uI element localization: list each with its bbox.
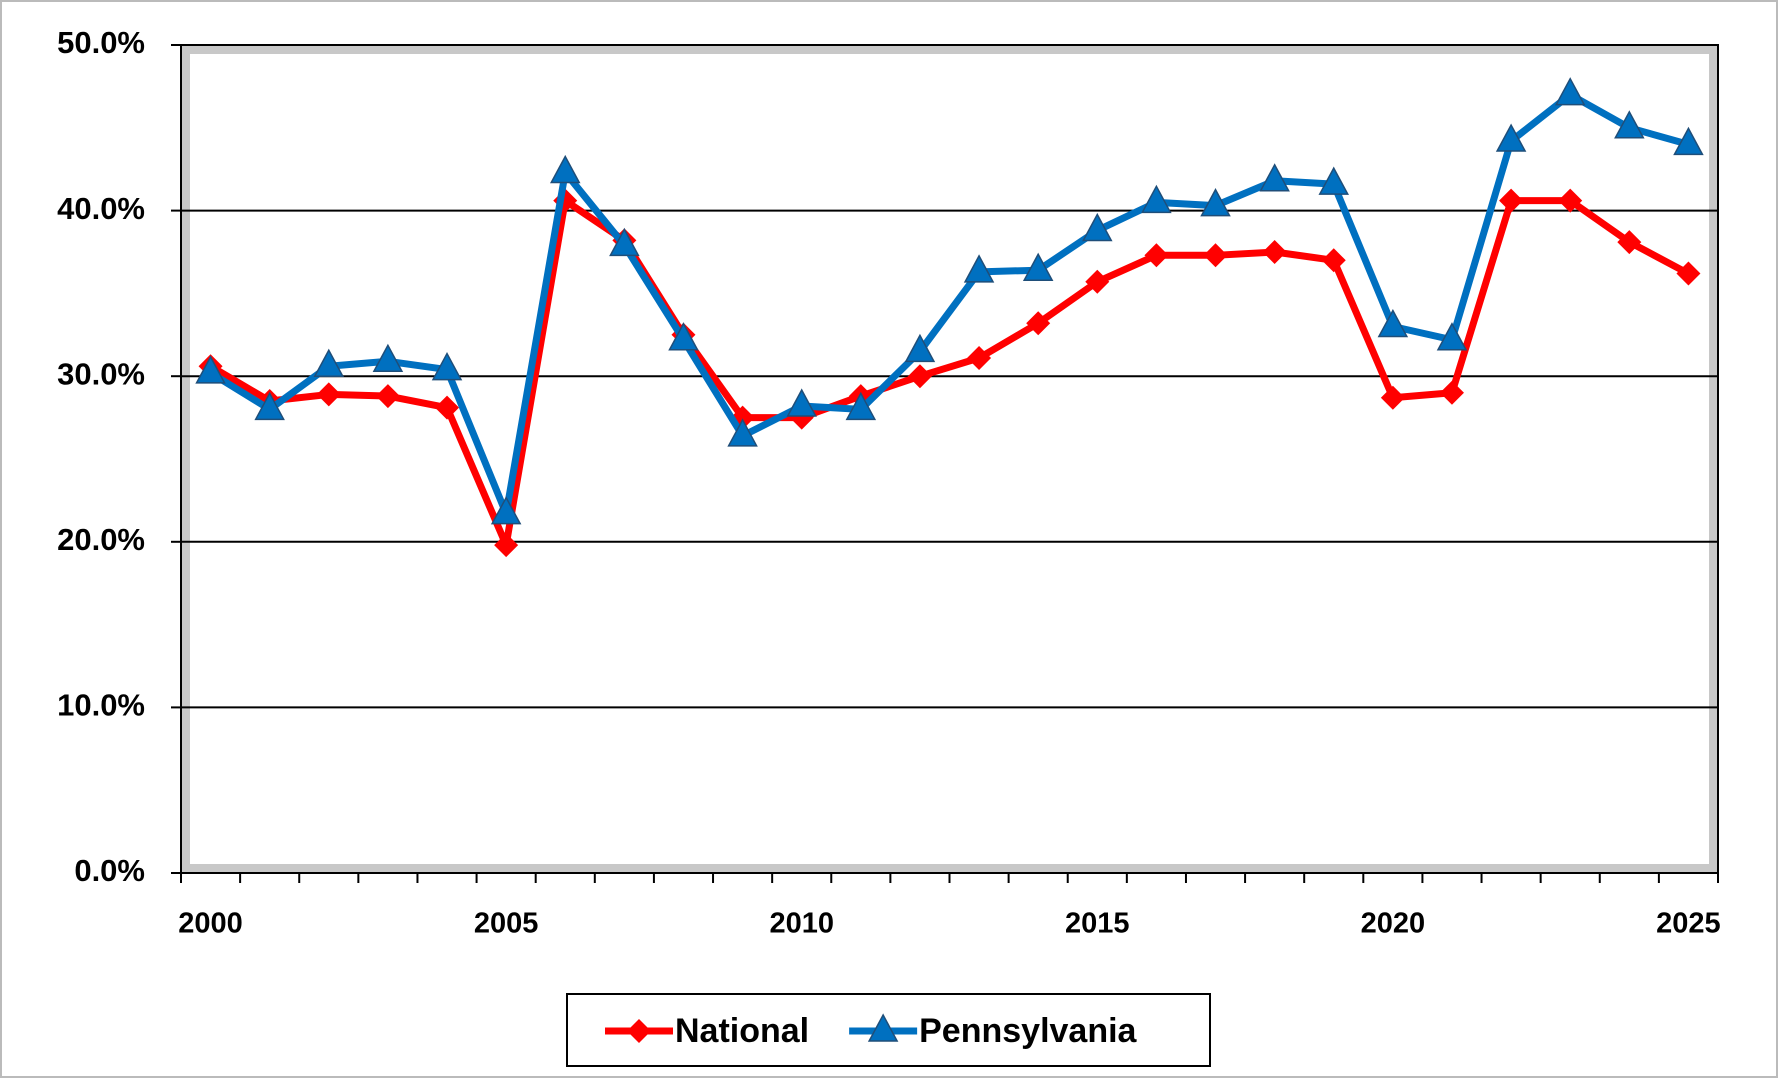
- x-tick-label: 2015: [1065, 908, 1130, 940]
- marker: [435, 395, 460, 420]
- y-tick-label: 0.0%: [74, 853, 145, 888]
- marker: [668, 322, 699, 351]
- marker: [727, 418, 758, 447]
- marker: [1499, 188, 1524, 213]
- series-line: [208, 91, 1690, 518]
- marker: [490, 496, 522, 525]
- marker: [627, 1019, 651, 1043]
- marker: [1321, 248, 1346, 273]
- marker: [1377, 308, 1409, 338]
- marker: [1495, 123, 1527, 152]
- plot-frame: [180, 44, 1719, 874]
- marker: [1380, 385, 1405, 410]
- legend-label: Pennsylvania: [919, 1012, 1137, 1050]
- marker: [1259, 163, 1290, 192]
- marker: [609, 227, 640, 257]
- marker: [1436, 322, 1468, 351]
- y-tick-label: 40.0%: [57, 191, 145, 226]
- marker: [1144, 243, 1169, 268]
- marker: [1026, 311, 1051, 336]
- x-tick-label: 2000: [178, 908, 243, 940]
- marker: [1554, 77, 1586, 106]
- y-tick-label: 50.0%: [57, 25, 145, 60]
- marker: [375, 384, 400, 409]
- marker: [1085, 269, 1110, 294]
- plot-inner-border: [182, 46, 1717, 872]
- y-tick-label: 30.0%: [57, 356, 145, 391]
- marker: [254, 391, 285, 421]
- marker: [963, 254, 995, 283]
- marker: [904, 333, 936, 363]
- marker: [1200, 188, 1231, 217]
- marker: [786, 388, 817, 417]
- marker: [372, 343, 404, 373]
- marker: [867, 1013, 899, 1042]
- marker: [1022, 252, 1054, 281]
- marker: [845, 391, 877, 421]
- marker: [1617, 230, 1642, 255]
- marker: [1203, 243, 1228, 268]
- x-tick-label: 2005: [474, 908, 539, 940]
- y-tick-label: 20.0%: [57, 522, 145, 557]
- marker: [195, 355, 226, 384]
- x-tick-label: 2025: [1656, 908, 1721, 940]
- marker: [494, 533, 519, 558]
- marker: [313, 348, 345, 378]
- marker: [967, 345, 992, 370]
- marker: [907, 364, 932, 389]
- marker: [1676, 261, 1701, 286]
- marker: [1082, 212, 1113, 242]
- marker: [549, 154, 581, 184]
- marker: [316, 382, 341, 407]
- marker: [1558, 188, 1583, 213]
- marker: [1141, 184, 1172, 214]
- marker: [1262, 240, 1287, 264]
- x-tick-label: 2010: [769, 908, 834, 940]
- legend-label: National: [675, 1012, 809, 1050]
- marker: [1318, 166, 1350, 195]
- x-tick-label: 2020: [1361, 908, 1426, 940]
- marker: [1439, 380, 1464, 405]
- marker: [431, 351, 463, 381]
- y-tick-label: 10.0%: [57, 688, 145, 723]
- marker: [1673, 126, 1704, 156]
- marker: [1614, 110, 1645, 139]
